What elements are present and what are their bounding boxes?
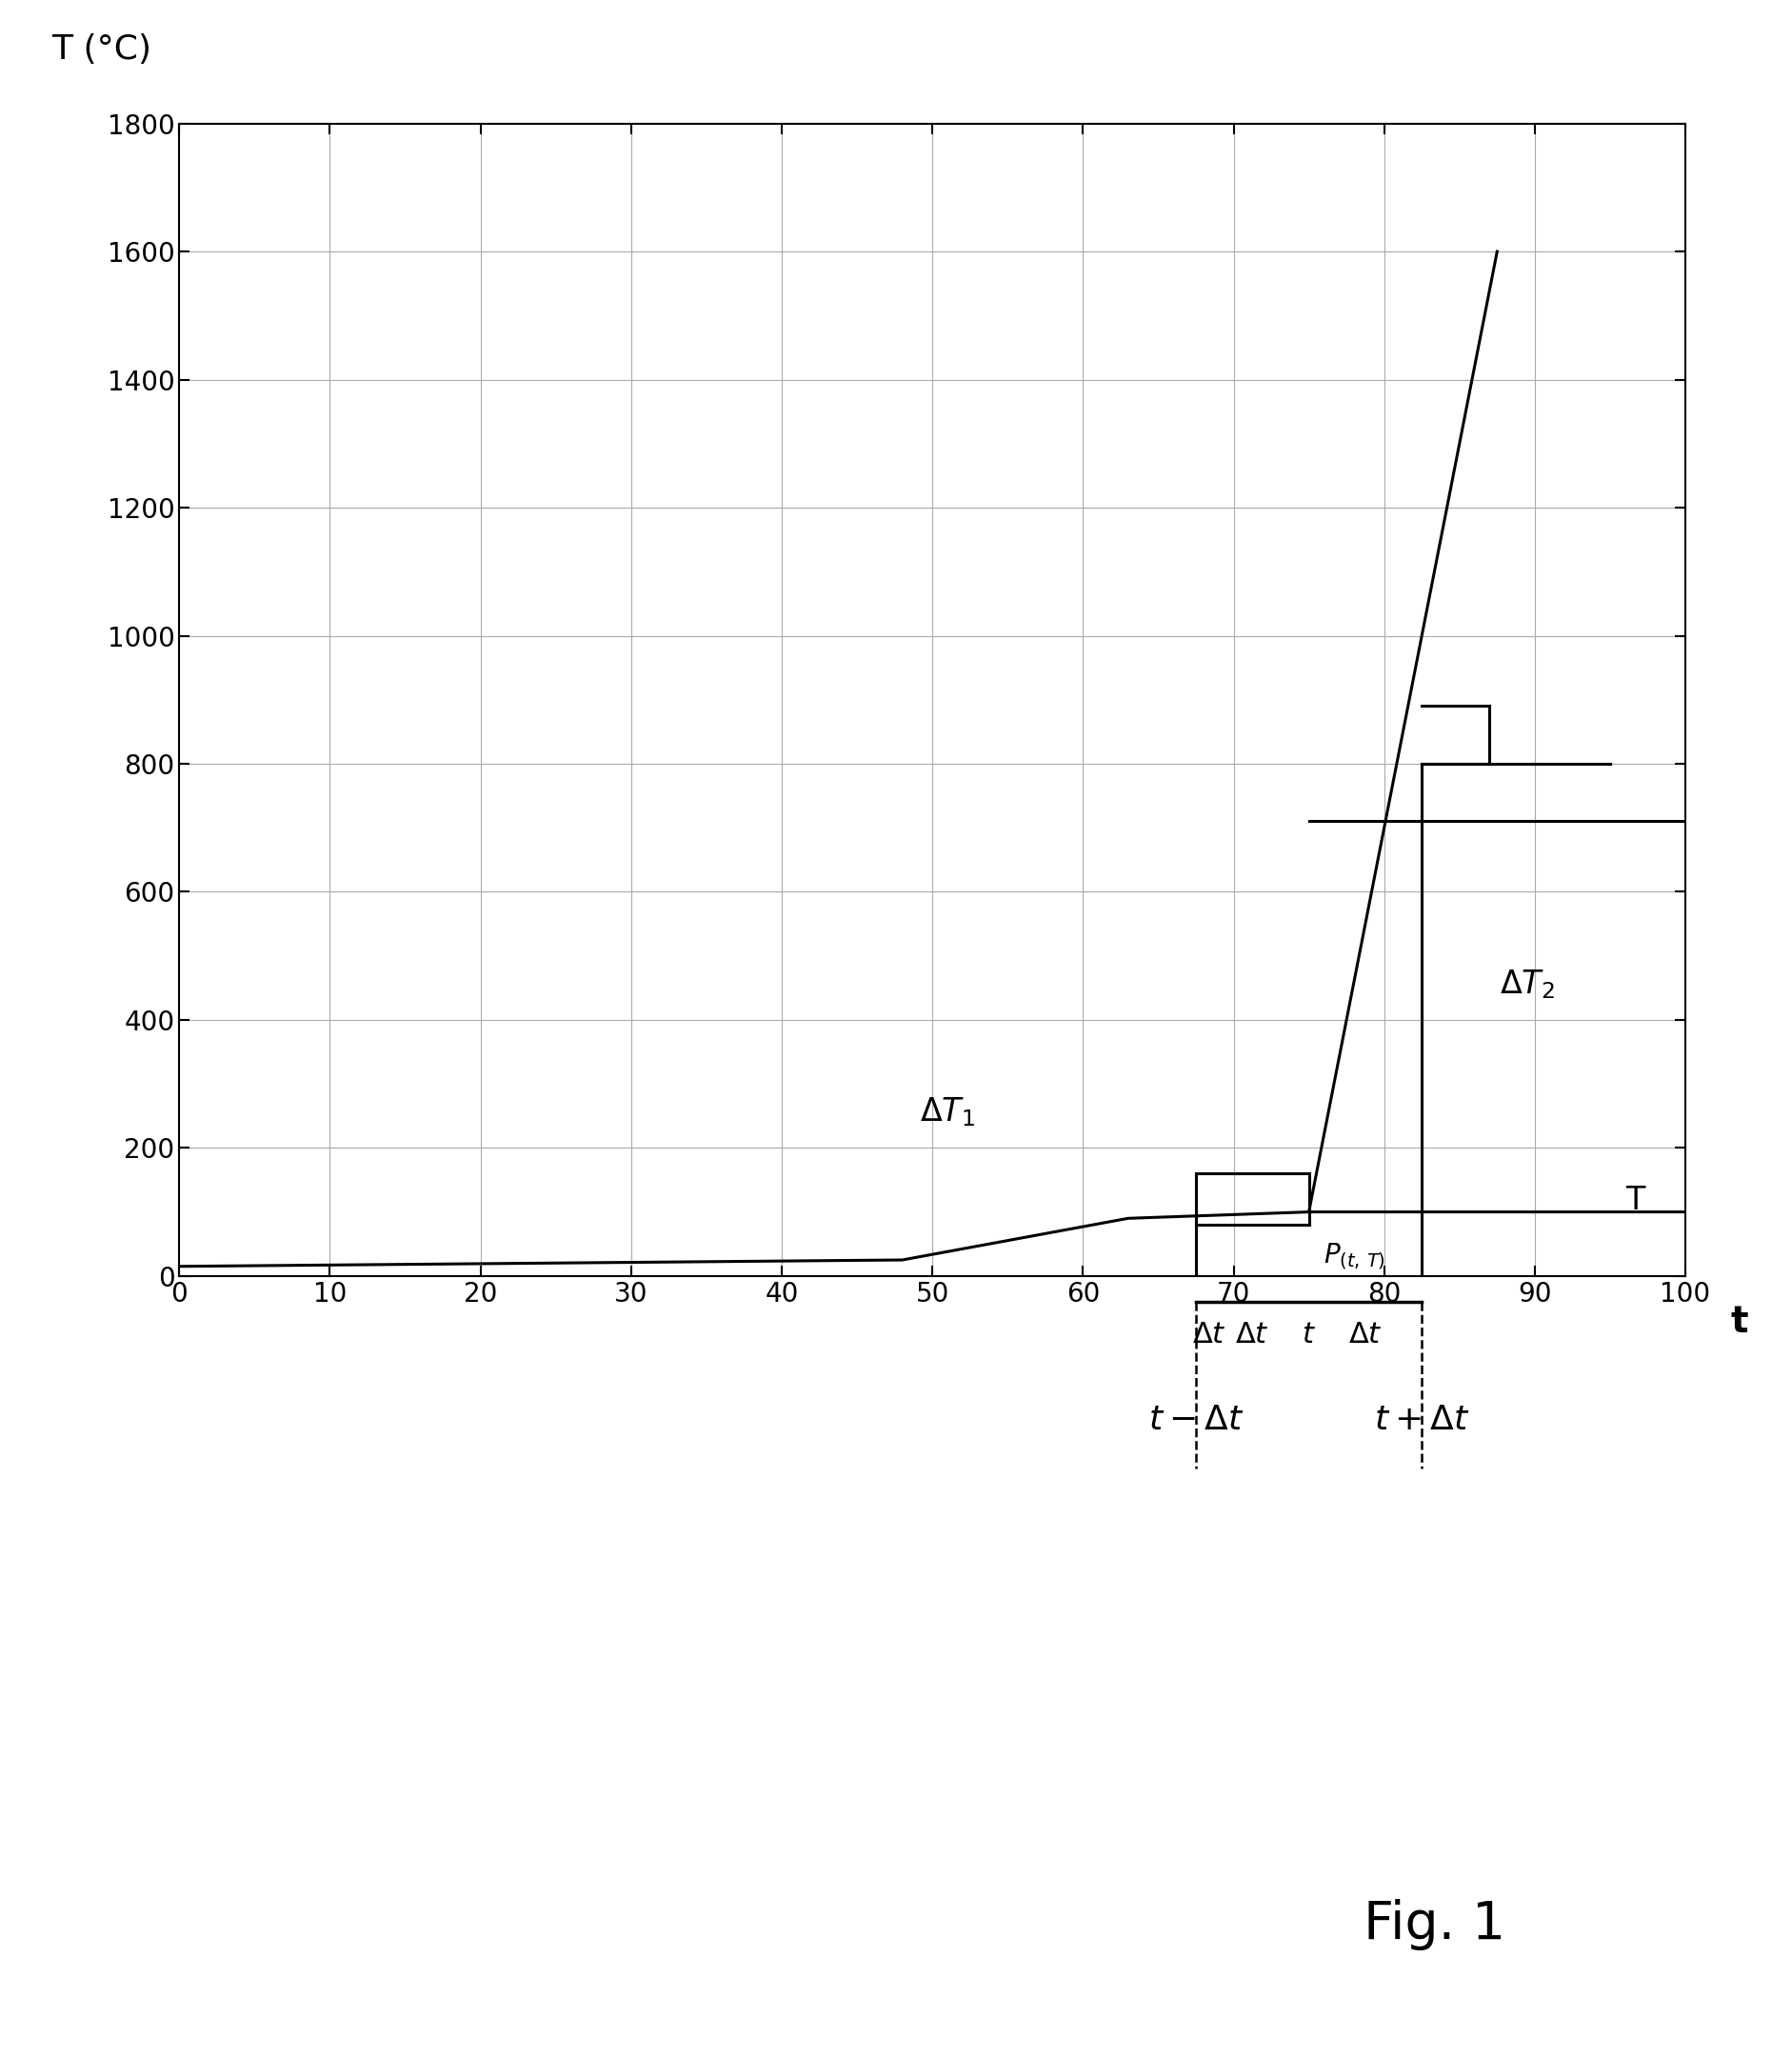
Text: $\Delta t$: $\Delta t$ xyxy=(1235,1321,1269,1348)
Text: $\Delta T_2$: $\Delta T_2$ xyxy=(1498,967,1554,1000)
Text: $t$: $t$ xyxy=(1301,1321,1315,1348)
Text: t: t xyxy=(1729,1305,1747,1340)
Text: $P_{(t,\, T)}$: $P_{(t,\, T)}$ xyxy=(1322,1241,1385,1272)
Text: $\Delta t$: $\Delta t$ xyxy=(1192,1321,1226,1348)
Text: $\Delta t$: $\Delta t$ xyxy=(1348,1321,1382,1348)
Text: T: T xyxy=(1624,1185,1643,1216)
Text: $t - \Delta t$: $t - \Delta t$ xyxy=(1147,1404,1244,1436)
Text: T (°C): T (°C) xyxy=(52,33,151,66)
Text: $\Delta T_1$: $\Delta T_1$ xyxy=(919,1095,975,1128)
Text: Fig. 1: Fig. 1 xyxy=(1362,1900,1505,1949)
Text: $t + \Delta t$: $t + \Delta t$ xyxy=(1373,1404,1469,1436)
